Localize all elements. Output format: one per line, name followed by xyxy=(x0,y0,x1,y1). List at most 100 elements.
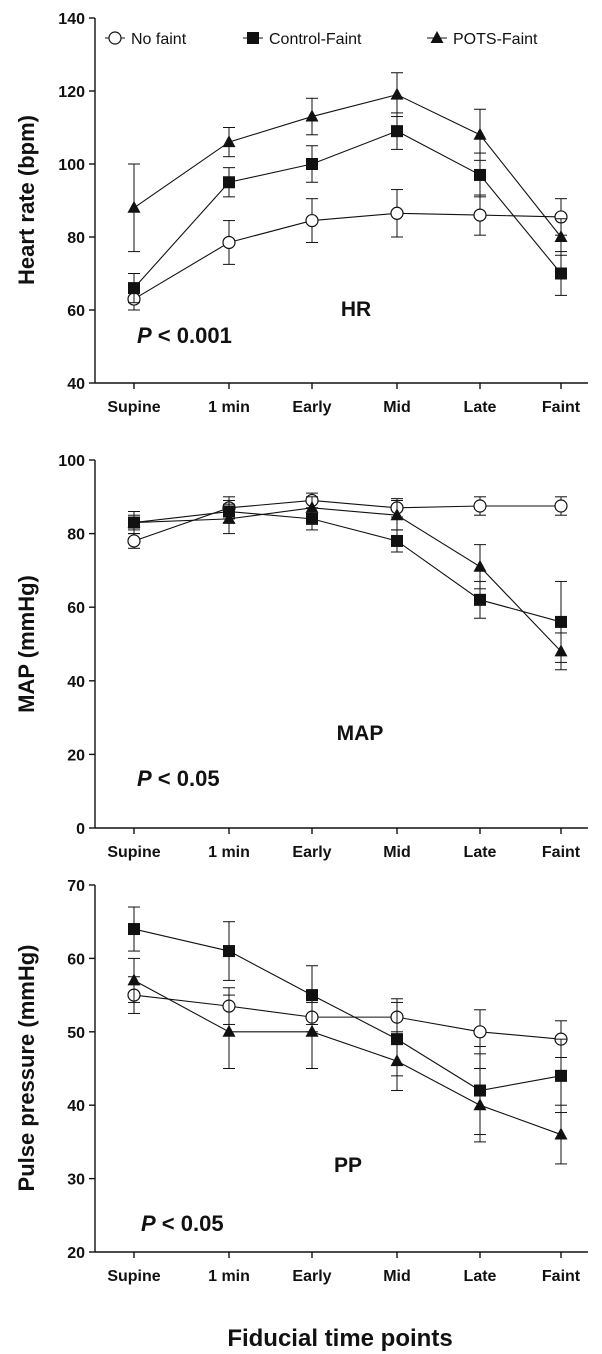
y-tick-label: 0 xyxy=(76,821,85,838)
data-point xyxy=(390,206,404,220)
x-tick-label: Early xyxy=(292,1268,331,1285)
legend-entry: No faint xyxy=(131,31,187,48)
series-filled-square xyxy=(128,499,567,663)
series-line xyxy=(133,928,562,1092)
panel-label: MAP xyxy=(337,722,384,745)
data-point xyxy=(305,500,319,513)
data-point xyxy=(222,1024,236,1037)
data-point xyxy=(554,230,568,242)
data-point xyxy=(127,515,141,528)
x-tick-label: Late xyxy=(464,844,497,861)
data-point xyxy=(473,559,487,572)
y-tick-label: 40 xyxy=(67,674,85,691)
p-value-text: P < 0.05 xyxy=(137,766,220,791)
data-point xyxy=(128,282,140,295)
data-point xyxy=(473,1098,487,1111)
panel-label: PP xyxy=(334,1154,362,1177)
chart-panel-1: 40 60 80 100 120 140 Supine 1 min Early Mid Late Fa… xyxy=(14,11,588,416)
series-line xyxy=(133,94,562,238)
data-point xyxy=(222,135,236,148)
series-open-circle xyxy=(127,976,568,1058)
x-tick-label: Faint xyxy=(542,844,581,861)
series-filled-triangle xyxy=(127,496,568,671)
chart-panel-3: 20 30 40 50 60 70 Supine 1 min Early Mid Late Faint… xyxy=(14,878,588,1352)
y-tick-label: 30 xyxy=(67,1172,85,1189)
p-value-text: P < 0.001 xyxy=(137,323,232,348)
x-tick-label: Faint xyxy=(542,399,581,416)
series-line xyxy=(133,979,562,1136)
series-line xyxy=(133,499,561,542)
x-tick-label: Mid xyxy=(383,844,411,861)
data-point xyxy=(555,615,567,628)
series-line xyxy=(133,510,562,623)
data-point xyxy=(127,973,141,986)
y-tick-label: 60 xyxy=(67,303,85,320)
series-open-circle xyxy=(127,189,568,311)
legend-marker xyxy=(108,31,122,45)
x-axis-label: Fiducial time points xyxy=(227,1325,452,1352)
y-tick-label: 60 xyxy=(67,951,85,968)
x-tick-label: Early xyxy=(292,399,331,416)
data-point xyxy=(554,1127,568,1140)
x-tick-label: Supine xyxy=(107,1268,160,1285)
x-tick-label: 1 min xyxy=(208,399,250,416)
data-point xyxy=(306,158,318,170)
p-value: < 0.05 xyxy=(156,1211,224,1236)
data-point xyxy=(127,534,141,548)
y-tick-label: 80 xyxy=(67,230,85,247)
x-tick-label: Mid xyxy=(383,399,411,416)
y-tick-label: 140 xyxy=(58,11,85,28)
panel-label: HR xyxy=(341,298,371,321)
y-tick-label: 20 xyxy=(67,1245,85,1262)
data-point xyxy=(390,508,404,521)
data-point xyxy=(473,499,487,513)
data-point xyxy=(474,593,486,606)
data-point xyxy=(127,200,141,213)
series-line xyxy=(133,507,562,652)
y-tick-label: 100 xyxy=(58,453,85,470)
p-symbol: P xyxy=(137,766,152,791)
data-point xyxy=(223,176,235,189)
y-tick-label: 40 xyxy=(67,1098,85,1115)
data-point xyxy=(391,125,403,138)
data-point xyxy=(554,644,568,657)
y-tick-label: 70 xyxy=(67,878,85,895)
series-filled-triangle xyxy=(127,957,568,1165)
data-point xyxy=(473,1025,487,1039)
x-tick-label: Faint xyxy=(542,1268,581,1285)
x-tick-label: Supine xyxy=(107,399,160,416)
x-tick-label: Late xyxy=(464,399,497,416)
legend: No faint Control-Faint POTS-Faint xyxy=(105,31,538,48)
y-tick-label: 120 xyxy=(58,84,85,101)
data-point xyxy=(473,127,487,140)
chart-panel-2: 0 20 40 60 80 100 Supine 1 min Early Mid Late Faint… xyxy=(14,453,588,861)
y-tick-label: 80 xyxy=(67,527,85,544)
data-point xyxy=(555,1069,567,1082)
data-point xyxy=(305,109,319,122)
data-point xyxy=(474,168,486,181)
data-point xyxy=(222,511,236,524)
p-value-text: P < 0.05 xyxy=(141,1211,224,1236)
legend-marker xyxy=(247,32,259,44)
data-point xyxy=(222,235,236,250)
y-tick-label: 40 xyxy=(67,376,85,393)
data-point xyxy=(473,208,487,222)
y-tick-label: 100 xyxy=(58,157,85,174)
y-tick-label: 50 xyxy=(67,1025,85,1042)
series-filled-triangle xyxy=(127,72,568,256)
legend-entry: Control-Faint xyxy=(269,31,362,48)
data-point xyxy=(554,499,568,513)
series-filled-square xyxy=(128,906,567,1136)
y-tick-label: 20 xyxy=(67,747,85,764)
series-line xyxy=(133,994,562,1040)
data-point xyxy=(555,267,567,280)
x-tick-label: Late xyxy=(464,1268,497,1285)
x-tick-label: 1 min xyxy=(208,844,250,861)
legend-entry: POTS-Faint xyxy=(453,31,538,48)
data-point xyxy=(390,1054,404,1067)
data-point xyxy=(128,923,140,936)
y-axis-label: Heart rate (bpm) xyxy=(14,115,39,285)
data-point xyxy=(223,945,235,958)
p-value: < 0.05 xyxy=(152,766,220,791)
